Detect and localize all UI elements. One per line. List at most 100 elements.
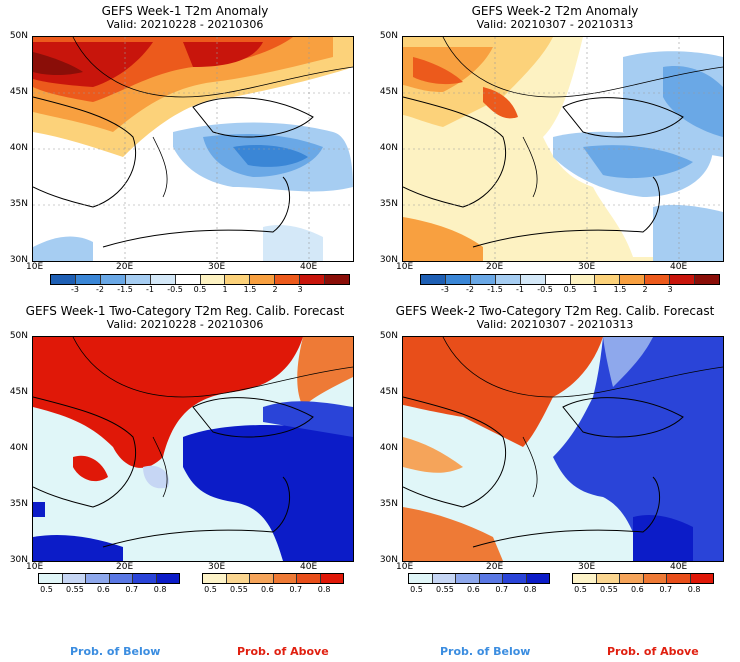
prob-above-colorbar: [572, 573, 714, 584]
colorbar-tick-label: -3: [441, 285, 449, 294]
colorbar-swatch: [62, 574, 86, 583]
lon-label: 30E: [208, 562, 226, 572]
colorbar-swatch: [645, 275, 671, 284]
colorbar-tick-label: 0.8: [687, 585, 701, 594]
colorbar-swatch: [203, 574, 227, 583]
lat-label: 50N: [9, 331, 28, 341]
colorbar-tick-label: -1: [516, 285, 524, 294]
colorbar-tick-label: 2: [272, 285, 278, 294]
panel-valid-dates: Valid: 20210307 - 20210313: [476, 318, 634, 331]
lat-label: 50N: [379, 31, 398, 41]
colorbar-swatch: [520, 275, 546, 284]
lon-label: 10E: [26, 262, 44, 272]
colorbar-swatch: [275, 275, 301, 284]
colorbar-swatch: [479, 574, 503, 583]
colorbar-swatch: [409, 574, 433, 583]
colorbar-tick-label: -3: [71, 285, 79, 294]
colorbar-tick-label: 0.55: [600, 585, 618, 594]
colorbar-swatch: [125, 275, 151, 284]
lat-label: 35N: [379, 199, 398, 209]
panel-week1-probability: GEFS Week-1 Two-Category T2m Reg. Calib.…: [0, 300, 370, 600]
colorbar-tick-label: 0.5: [40, 585, 53, 594]
prob-below-label: Prob. of Below: [70, 645, 161, 658]
colorbar-swatch: [156, 574, 179, 583]
lat-label: 45N: [379, 87, 398, 97]
panel-title: GEFS Week-2 Two-Category T2m Reg. Calib.…: [395, 304, 715, 318]
colorbar-swatch: [297, 574, 321, 583]
colorbar-tick-label: -0.5: [167, 285, 183, 294]
lat-label: 50N: [9, 31, 28, 41]
colorbar-swatch: [421, 275, 446, 284]
colorbar-tick-label: 3: [667, 285, 673, 294]
colorbar-tick-label: 0.6: [96, 585, 110, 594]
prob-above-colorbar: [202, 573, 344, 584]
lat-label: 40N: [9, 443, 28, 453]
panel-valid-dates: Valid: 20210307 - 20210313: [476, 18, 634, 31]
colorbar-swatch: [620, 275, 646, 284]
colorbar-swatch: [596, 574, 620, 583]
colorbar-tick-label: 0.5: [563, 285, 577, 294]
panel-title: GEFS Week-1 T2m Anomaly: [101, 4, 269, 18]
colorbar-tick-label: 0.7: [125, 585, 139, 594]
colorbar-swatch: [225, 275, 251, 284]
lon-label: 10E: [26, 562, 44, 572]
colorbar-tick-label: 0.7: [659, 585, 673, 594]
colorbar-swatch: [456, 574, 480, 583]
colorbar-swatch: [445, 275, 471, 284]
colorbar-tick-label: 0.8: [317, 585, 331, 594]
colorbar-swatch: [545, 275, 571, 284]
colorbar-swatch: [470, 275, 496, 284]
prob-below-colorbar: [38, 573, 180, 584]
colorbar-tick-label: -1: [146, 285, 154, 294]
colorbar-tick-label: 0.55: [436, 585, 454, 594]
prob-above-label: Prob. of Above: [607, 645, 699, 658]
colorbar-tick-label: 0.8: [523, 585, 537, 594]
lon-label: 20E: [116, 562, 134, 572]
anomaly-colorbar: [420, 274, 720, 285]
lat-label: 35N: [379, 499, 398, 509]
panel-valid-dates: Valid: 20210228 - 20210306: [106, 18, 264, 31]
colorbar-swatch: [175, 275, 201, 284]
colorbar-tick-label: -0.5: [537, 285, 553, 294]
probability-map: [32, 336, 354, 562]
colorbar-swatch: [250, 275, 276, 284]
colorbar-tick-label: 0.5: [193, 285, 207, 294]
lat-label: 40N: [9, 143, 28, 153]
colorbar-tick-label: 1.5: [243, 285, 257, 294]
lat-label: 45N: [9, 387, 28, 397]
prob-below-label: Prob. of Below: [440, 645, 531, 658]
colorbar-tick-label: 0.6: [630, 585, 644, 594]
panel-week2-anomaly: GEFS Week-2 T2m Anomaly Valid: 20210307 …: [370, 0, 740, 300]
colorbar-swatch: [109, 574, 133, 583]
colorbar-swatch: [325, 275, 350, 284]
colorbar-tick-label: 0.5: [204, 585, 217, 594]
lon-label: 40E: [300, 562, 318, 572]
lon-label: 10E: [396, 562, 414, 572]
colorbar-tick-label: 0.8: [153, 585, 167, 594]
colorbar-swatch: [620, 574, 644, 583]
lon-label: 40E: [300, 262, 318, 272]
colorbar-swatch: [150, 275, 176, 284]
colorbar-swatch: [690, 574, 713, 583]
colorbar-tick-label: -1.5: [117, 285, 133, 294]
colorbar-swatch: [526, 574, 549, 583]
lon-label: 30E: [208, 262, 226, 272]
probability-map: [402, 336, 724, 562]
colorbar-swatch: [200, 275, 226, 284]
lon-label: 30E: [578, 562, 596, 572]
lat-label: 30N: [9, 255, 28, 265]
colorbar-swatch: [670, 275, 696, 284]
colorbar-swatch: [695, 275, 720, 284]
lat-label: 35N: [9, 199, 28, 209]
colorbar-tick-label: 0.7: [495, 585, 509, 594]
panel-title: GEFS Week-1 Two-Category T2m Reg. Calib.…: [25, 304, 345, 318]
colorbar-swatch: [320, 574, 343, 583]
colorbar-swatch: [595, 275, 621, 284]
colorbar-swatch: [573, 574, 597, 583]
colorbar-tick-label: 0.55: [66, 585, 84, 594]
lon-label: 30E: [578, 262, 596, 272]
lat-label: 45N: [9, 87, 28, 97]
colorbar-swatch: [667, 574, 691, 583]
anomaly-colorbar: [50, 274, 350, 285]
prob-above-label: Prob. of Above: [237, 645, 329, 658]
